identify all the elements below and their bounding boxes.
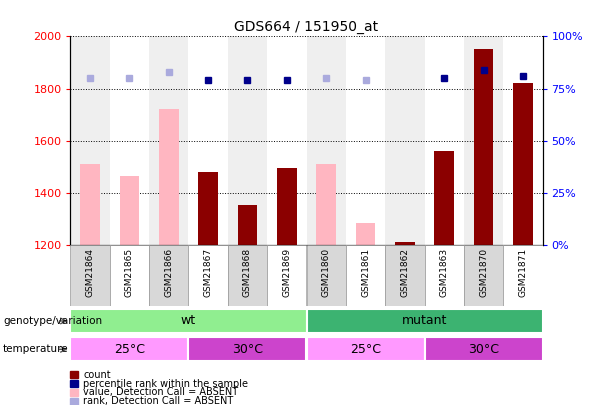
Text: GSM21865: GSM21865 — [125, 248, 134, 297]
Bar — [316, 164, 336, 245]
Text: 30°C: 30°C — [468, 343, 499, 356]
Text: wt: wt — [181, 314, 196, 328]
Text: genotype/variation: genotype/variation — [3, 316, 102, 326]
Bar — [356, 223, 375, 245]
Bar — [149, 36, 189, 245]
Bar — [513, 83, 533, 245]
Bar — [80, 164, 100, 245]
Bar — [228, 36, 267, 245]
Bar — [346, 245, 385, 306]
Bar — [464, 36, 503, 245]
Bar — [228, 245, 267, 306]
Bar — [70, 309, 306, 333]
Text: count: count — [83, 370, 111, 379]
Bar — [385, 245, 424, 306]
Bar — [306, 36, 346, 245]
Bar — [189, 245, 228, 306]
Bar — [424, 36, 464, 245]
Bar — [70, 337, 189, 361]
Text: percentile rank within the sample: percentile rank within the sample — [83, 379, 248, 388]
Text: GSM21871: GSM21871 — [519, 248, 527, 297]
Bar — [474, 49, 493, 245]
Bar — [70, 245, 110, 306]
Bar — [267, 245, 306, 306]
Bar — [385, 36, 424, 245]
Bar — [464, 245, 503, 306]
Text: GSM21864: GSM21864 — [86, 248, 94, 297]
Bar — [277, 168, 297, 245]
Bar — [110, 245, 149, 306]
Bar — [189, 337, 306, 361]
Text: GSM21869: GSM21869 — [283, 248, 291, 297]
Bar — [189, 36, 228, 245]
Text: GSM21860: GSM21860 — [322, 248, 330, 297]
Bar — [306, 337, 424, 361]
Bar — [149, 245, 189, 306]
Text: GSM21866: GSM21866 — [164, 248, 173, 297]
Text: temperature: temperature — [3, 344, 69, 354]
Text: GSM21870: GSM21870 — [479, 248, 488, 297]
Title: GDS664 / 151950_at: GDS664 / 151950_at — [234, 20, 379, 34]
Bar — [424, 245, 464, 306]
Text: 25°C: 25°C — [114, 343, 145, 356]
Text: 30°C: 30°C — [232, 343, 263, 356]
Text: mutant: mutant — [402, 314, 447, 328]
Bar — [238, 205, 257, 245]
Text: 25°C: 25°C — [350, 343, 381, 356]
Text: GSM21868: GSM21868 — [243, 248, 252, 297]
Bar — [395, 243, 414, 245]
Bar — [120, 176, 139, 245]
Text: GSM21863: GSM21863 — [440, 248, 449, 297]
Bar — [306, 309, 543, 333]
Text: rank, Detection Call = ABSENT: rank, Detection Call = ABSENT — [83, 396, 234, 405]
Text: GSM21862: GSM21862 — [400, 248, 409, 297]
Bar — [199, 172, 218, 245]
Text: GSM21861: GSM21861 — [361, 248, 370, 297]
Bar — [159, 109, 178, 245]
Bar — [435, 151, 454, 245]
Bar — [503, 245, 543, 306]
Bar — [70, 36, 110, 245]
Bar — [424, 337, 543, 361]
Bar — [346, 36, 385, 245]
Bar — [110, 36, 149, 245]
Bar — [267, 36, 306, 245]
Text: GSM21867: GSM21867 — [204, 248, 213, 297]
Bar — [503, 36, 543, 245]
Text: value, Detection Call = ABSENT: value, Detection Call = ABSENT — [83, 388, 238, 397]
Bar — [306, 245, 346, 306]
